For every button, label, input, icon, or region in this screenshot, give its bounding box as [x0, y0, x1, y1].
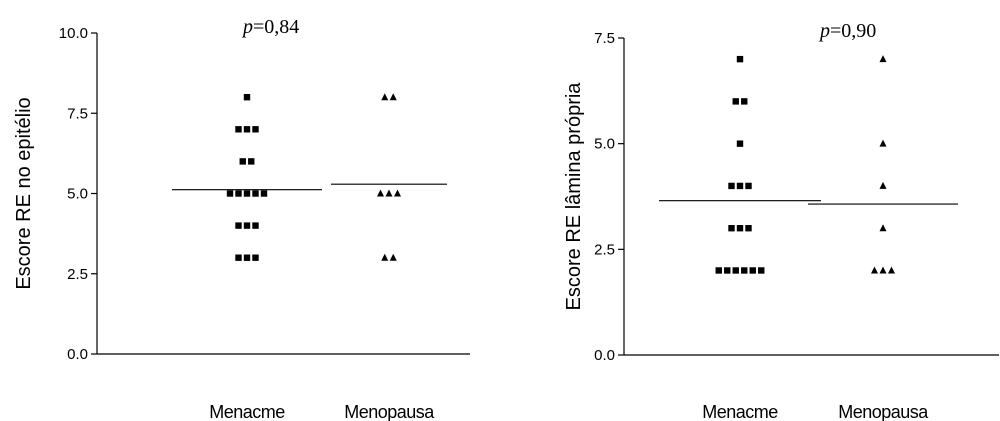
data-point-square: [248, 158, 255, 165]
data-point-square: [728, 182, 735, 190]
data-point-triangle: [377, 189, 384, 197]
y-tick-label: 2.5: [594, 241, 615, 258]
y-tick-label: 0.0: [67, 346, 88, 363]
data-point-triangle: [394, 189, 401, 197]
y-axis-title: Escore RE no epitélio: [13, 97, 35, 289]
data-point-square: [745, 182, 752, 190]
y-tick-label: 7.5: [594, 30, 615, 47]
chart-panel-1: 0.0 2.5 5.0 7.5 10.0 Escore RE no epitélio Men…: [13, 16, 470, 421]
data-point-square: [745, 225, 752, 232]
data-point-square: [260, 190, 268, 197]
category-label: Menacme: [702, 402, 778, 421]
data-point-square: [758, 267, 765, 274]
p-value-symbol: p: [241, 16, 253, 38]
category-label: Menacme: [209, 402, 285, 421]
data-point-triangle: [389, 93, 397, 101]
data-point-square: [741, 267, 748, 274]
data-point-square: [741, 98, 748, 105]
data-point-square: [749, 267, 756, 274]
p-value-number: =0,90: [830, 20, 876, 42]
category-label: Menopausa: [838, 402, 929, 421]
data-point-square: [736, 140, 744, 147]
y-tick-label: 5.0: [67, 186, 88, 203]
data-point-triangle: [879, 181, 887, 189]
y-tick-label: 2.5: [67, 266, 88, 283]
category-label: Menopausa: [344, 402, 435, 421]
data-point-square: [736, 225, 744, 232]
data-point-square: [724, 267, 731, 274]
data-point-square: [252, 254, 259, 261]
data-point-square: [252, 222, 259, 229]
data-point-square: [728, 225, 735, 232]
p-value-number: =0,84: [253, 16, 299, 38]
y-tick-label: 5.0: [594, 136, 615, 153]
data-point-square: [736, 182, 744, 190]
data-point-triangle: [879, 55, 887, 63]
data-point-square: [243, 254, 251, 261]
data-point-square: [243, 94, 251, 101]
chart-panel-2: 0.0 2.5 5.0 7.5 Escore RE lâmina própria Mena…: [563, 20, 999, 421]
data-point-square: [243, 190, 251, 197]
data-point-triangle: [879, 266, 887, 274]
data-point-triangle: [381, 93, 389, 101]
data-point-triangle: [879, 139, 887, 147]
data-point-square: [226, 190, 234, 197]
data-point-square: [243, 126, 251, 133]
data-point-square: [243, 222, 251, 229]
data-point-triangle: [385, 189, 393, 197]
data-point-square: [732, 267, 739, 274]
p-value-annotation: p=0,90: [818, 20, 876, 42]
data-point-triangle: [871, 266, 878, 274]
data-point-square: [732, 98, 739, 105]
data-point-square: [252, 190, 259, 197]
data-point-square: [235, 190, 242, 197]
data-point-square: [235, 254, 242, 261]
y-axis-title: Escore RE lâmina própria: [563, 82, 585, 311]
data-point-square: [239, 158, 246, 165]
data-point-square: [252, 126, 259, 133]
p-value-symbol: p: [818, 20, 830, 42]
data-point-triangle: [879, 224, 887, 232]
data-point-square: [715, 267, 722, 274]
y-tick-label: 0.0: [594, 347, 615, 364]
data-point-triangle: [381, 253, 389, 261]
data-point-square: [235, 126, 242, 133]
y-tick-label: 10.0: [59, 25, 88, 42]
data-point-triangle: [888, 266, 895, 274]
data-point-square: [736, 55, 744, 63]
data-point-triangle: [389, 253, 397, 261]
p-value-annotation: p=0,84: [241, 16, 299, 38]
y-tick-label: 7.5: [67, 105, 88, 122]
data-point-square: [235, 222, 242, 229]
